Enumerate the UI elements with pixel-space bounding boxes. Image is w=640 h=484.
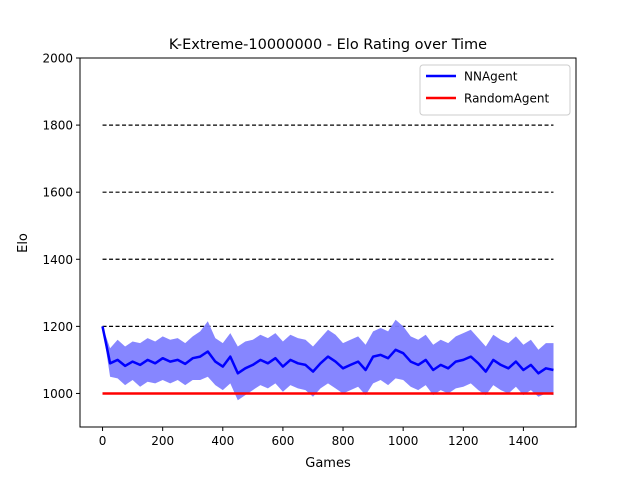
legend-label-nnagent: NNAgent	[464, 70, 518, 84]
series-band-nnagent	[102, 319, 554, 401]
series-line-layer	[101, 326, 554, 395]
x-tick-label: 600	[271, 434, 294, 448]
y-axis-ticks: 1000 1200 1400 1600 1800 2000	[42, 52, 80, 401]
y-tick-label: 1400	[42, 253, 73, 267]
x-tick-label: 1000	[388, 434, 419, 448]
series-line-nnagent	[101, 326, 554, 375]
reference-lines	[102, 124, 554, 327]
x-axis-ticks: 0 200 400 600 800 1000 1200 1400	[99, 427, 539, 448]
x-axis-label: Games	[305, 456, 351, 471]
x-tick-label: 1400	[508, 434, 539, 448]
y-tick-label: 1800	[42, 119, 73, 133]
x-tick-label: 1200	[448, 434, 479, 448]
x-tick-label: 800	[332, 434, 355, 448]
y-tick-label: 1200	[42, 320, 73, 334]
confidence-band-layer	[102, 319, 554, 401]
x-tick-label: 200	[151, 434, 174, 448]
chart-title: K-Extreme-10000000 - Elo Rating over Tim…	[169, 37, 487, 53]
legend-box	[419, 64, 571, 116]
y-tick-label: 1000	[42, 387, 73, 401]
legend-label-randomagent: RandomAgent	[464, 92, 549, 106]
plot-frame	[79, 57, 577, 428]
x-tick-label: 400	[211, 434, 234, 448]
y-axis-label: Elo	[16, 233, 31, 253]
x-tick-label: 0	[99, 434, 107, 448]
y-tick-label: 2000	[42, 52, 73, 66]
y-tick-label: 1600	[42, 186, 73, 200]
legend: NNAgent RandomAgent	[419, 64, 571, 116]
